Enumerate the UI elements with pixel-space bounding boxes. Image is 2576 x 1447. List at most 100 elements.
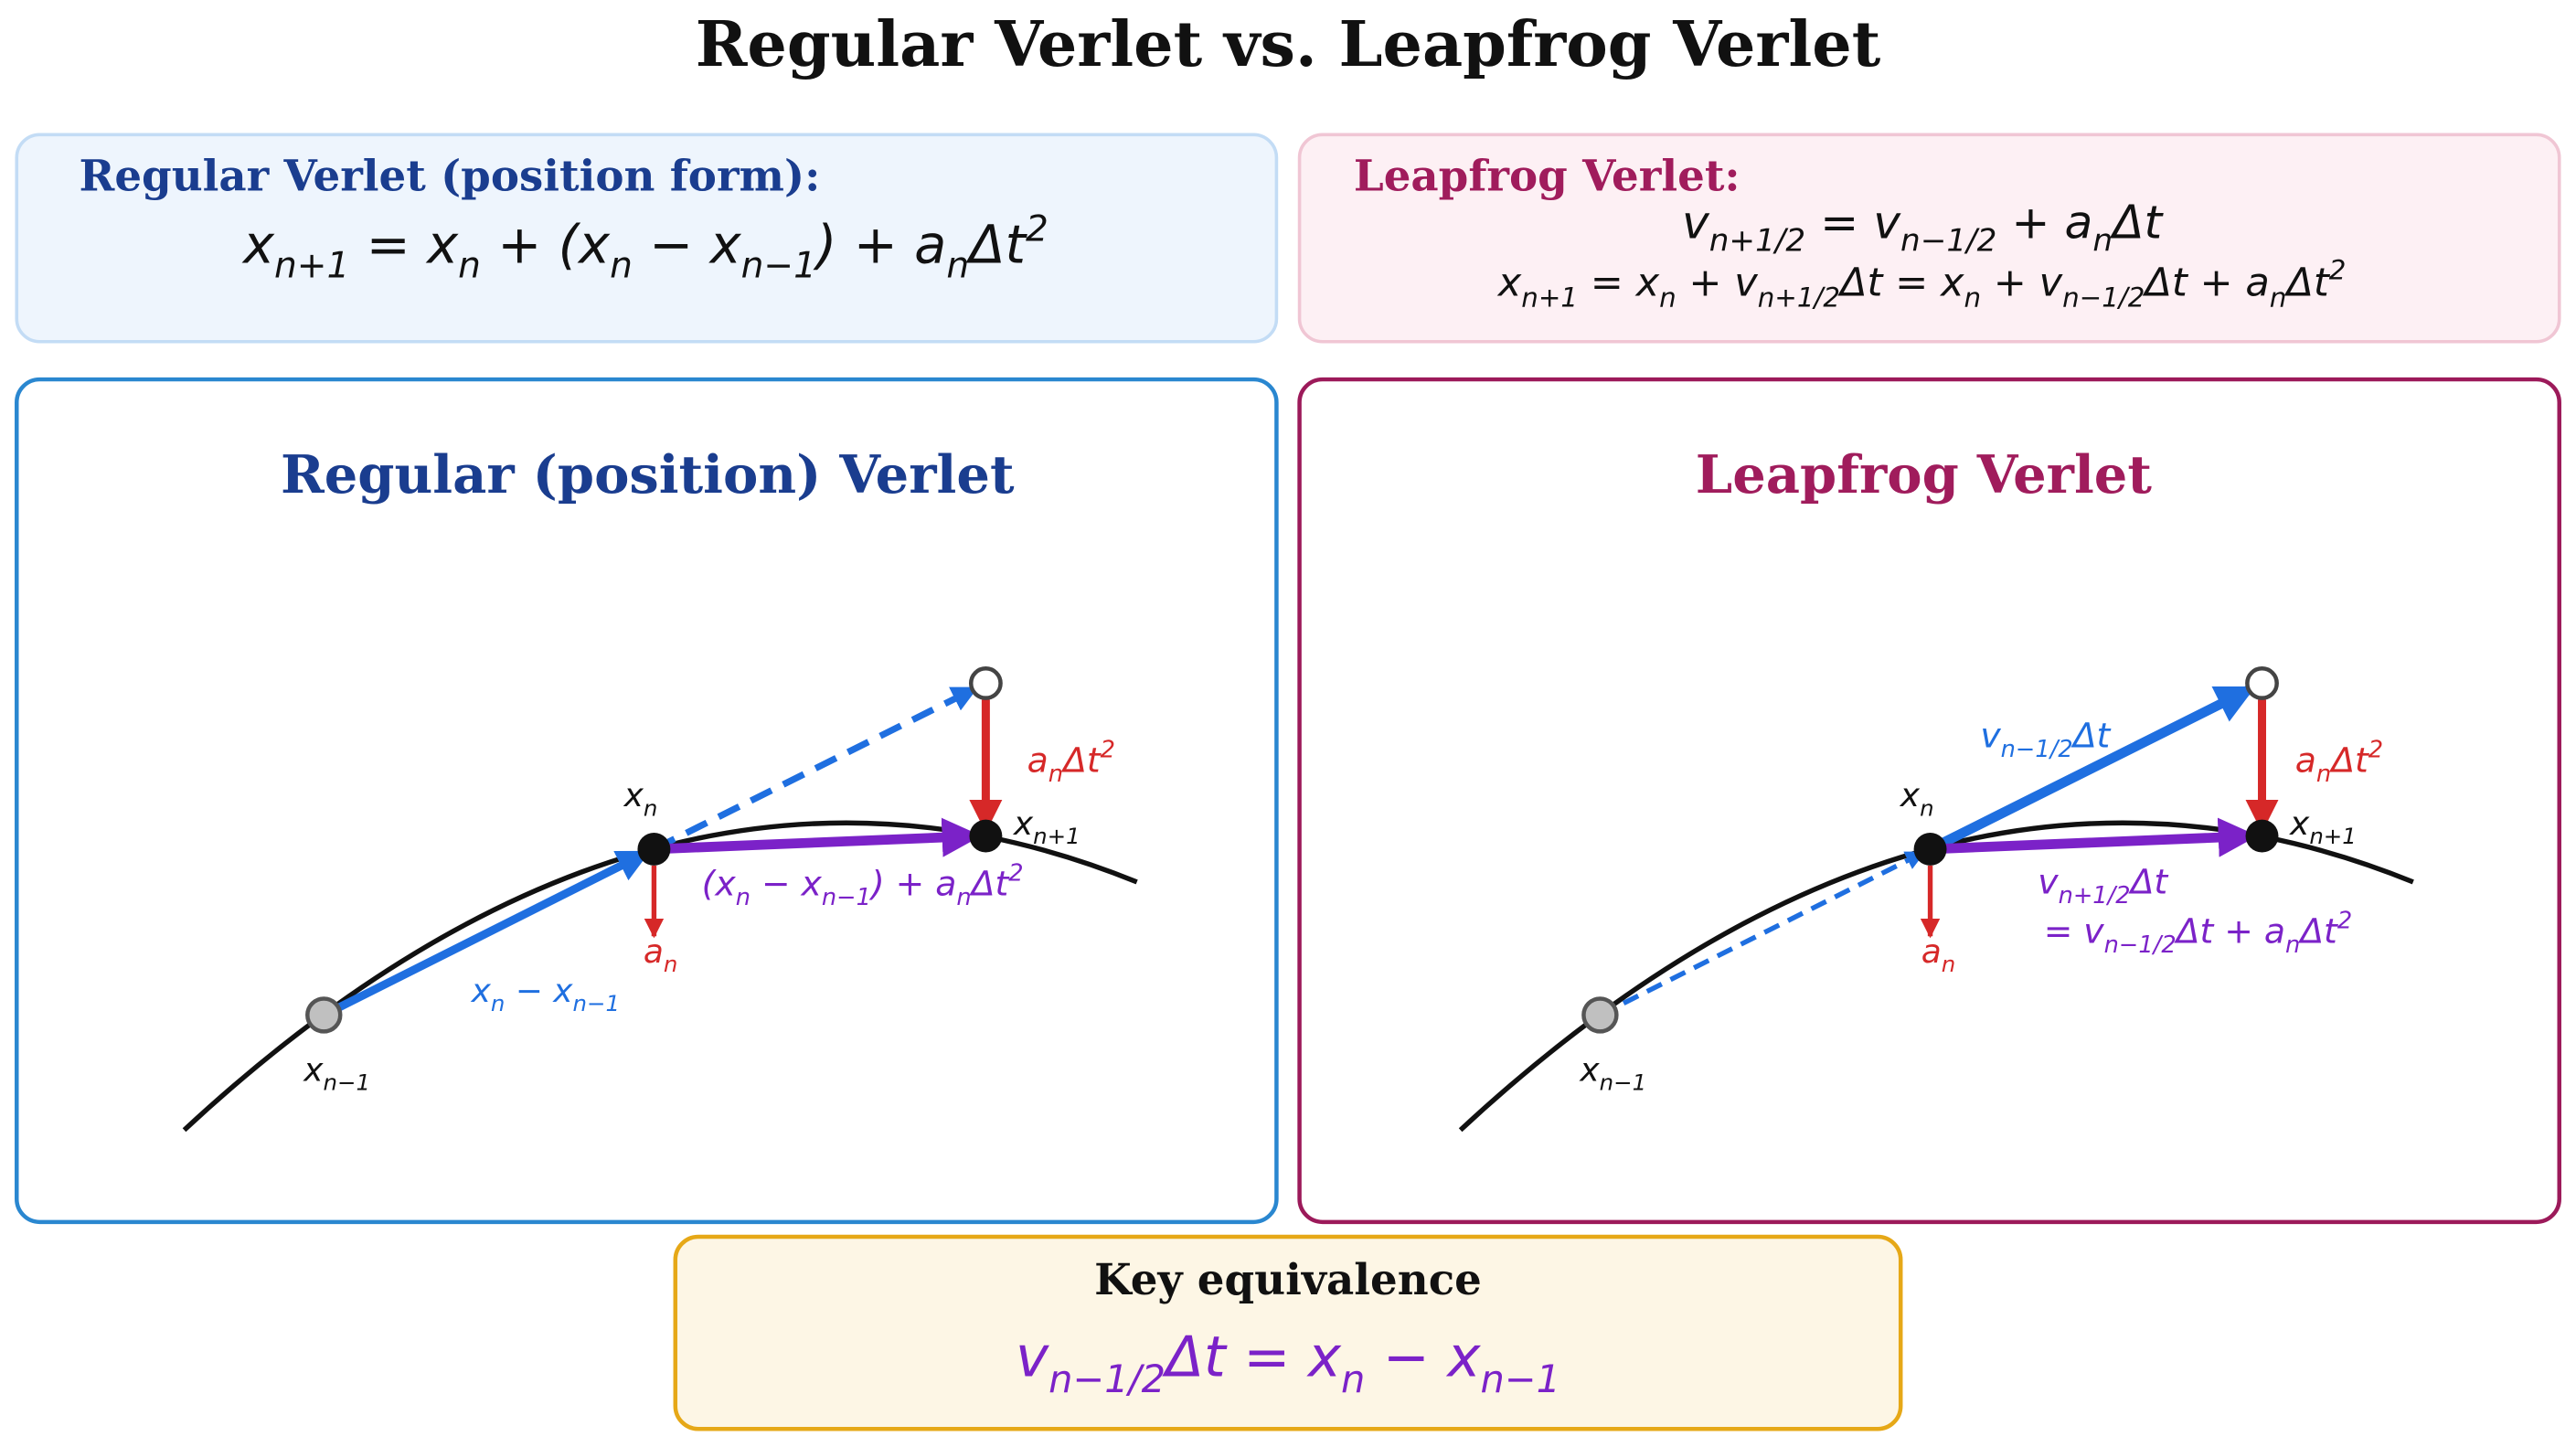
- math-part: Δt: [2297, 910, 2338, 951]
- math-part: a: [2264, 910, 2285, 951]
- math-part: n: [1341, 1357, 1365, 1401]
- math-part: x: [241, 214, 275, 275]
- point: [2245, 666, 2279, 700]
- math-part: n: [664, 951, 677, 977]
- key-heading: Key equivalence: [1094, 1255, 1482, 1305]
- math-part: 2: [2329, 254, 2347, 285]
- math-text: vn−1/2Δt = xn − xn−1: [1016, 1325, 1560, 1401]
- regular-sketch: [182, 666, 1138, 1133]
- math-part: n: [644, 794, 657, 821]
- math-part: n−1/2: [1048, 1357, 1166, 1401]
- math-part: Δt: [965, 214, 1027, 275]
- math-part: a: [935, 863, 956, 903]
- point: [2245, 819, 2279, 853]
- math-text: xn+1: [2289, 805, 2357, 849]
- math-part: v: [1734, 260, 1759, 305]
- math-part: n: [2270, 282, 2287, 314]
- math-part: −: [1365, 1325, 1447, 1390]
- leapfrog-sketch: [1458, 666, 2414, 1133]
- math-part: v: [2038, 861, 2059, 901]
- math-part: v: [1980, 716, 2001, 756]
- math-part: a: [1921, 933, 1942, 971]
- math-part: 2: [1008, 859, 1023, 887]
- math-text: xn−1: [303, 1051, 370, 1095]
- math-part: −: [505, 973, 553, 1010]
- math-part: n−1: [1480, 1357, 1560, 1401]
- math-part: Δt: [2109, 196, 2164, 250]
- math-part: n−1: [741, 246, 816, 287]
- math-part: n+1: [274, 246, 349, 287]
- arrow: [654, 817, 982, 857]
- formula-box: [1297, 133, 2561, 344]
- math-part: x: [714, 863, 736, 903]
- math-text: xn−1: [1579, 1051, 1646, 1095]
- math-part: n: [1942, 951, 1955, 977]
- math-part: x: [623, 777, 644, 814]
- math-part: + (: [481, 214, 581, 275]
- math-part: n−1: [822, 884, 871, 911]
- math-part: a: [914, 214, 946, 275]
- math-part: n−1: [324, 1069, 370, 1095]
- point: [305, 996, 343, 1034]
- math-part: a: [2245, 260, 2269, 305]
- math-part: +: [1996, 196, 2064, 250]
- panel-title: Leapfrog Verlet: [1696, 443, 2153, 505]
- arrow: [1928, 684, 2256, 854]
- math-part: Δt: [2070, 716, 2112, 756]
- formula-box: [15, 133, 1279, 344]
- math-part: Δt: [2328, 740, 2369, 781]
- math-part: −: [750, 863, 802, 903]
- math-part: n+1/2: [1709, 223, 1805, 260]
- math-part: n−1: [573, 990, 620, 1016]
- math-part: n: [491, 990, 505, 1016]
- math-part: x: [1939, 260, 1964, 305]
- math-part: n: [610, 246, 633, 287]
- math-part: n: [1048, 761, 1063, 788]
- math-text: xn − xn−1: [471, 973, 620, 1016]
- math-part: x: [1634, 260, 1660, 305]
- math-part: Δt: [1060, 740, 1102, 781]
- math-part: x: [471, 973, 492, 1010]
- math-text: vn+1/2 = vn−1/2 + anΔt: [1682, 196, 2164, 260]
- math-part: v: [2083, 910, 2104, 951]
- math-part: Δt: [969, 863, 1010, 903]
- math-part: n: [458, 246, 481, 287]
- math-part: n+1: [1033, 823, 1080, 849]
- math-part: n+1/2: [1758, 282, 1840, 314]
- math-part: (: [702, 863, 718, 903]
- math-part: n: [956, 884, 971, 911]
- math-part: n−1/2: [2104, 931, 2177, 959]
- math-part: =: [1805, 196, 1873, 250]
- arrow: [652, 685, 979, 853]
- point: [1913, 832, 1947, 866]
- math-part: ) +: [813, 214, 914, 275]
- point: [968, 666, 1003, 700]
- box-heading: Regular Verlet (position form):: [80, 151, 821, 201]
- math-part: n: [736, 884, 750, 911]
- math-part: n−1: [1600, 1069, 1646, 1095]
- math-part: Δt: [2283, 260, 2330, 305]
- math-text: vn+1/2Δt: [2038, 861, 2168, 910]
- math-part: x: [801, 863, 823, 903]
- arrow: [1599, 850, 1926, 1017]
- math-part: n: [1659, 282, 1677, 314]
- math-part: 2: [2337, 908, 2352, 935]
- math-part: x: [1013, 805, 1034, 843]
- math-part: +: [1981, 260, 2039, 305]
- point: [637, 832, 671, 866]
- math-part: n+1/2: [2059, 882, 2131, 910]
- math-part: v: [2039, 260, 2064, 305]
- math-part: =: [349, 214, 427, 275]
- math-part: n: [2316, 761, 2331, 788]
- math-part: Δt =: [1162, 1325, 1308, 1390]
- math-part: n: [2285, 931, 2300, 959]
- math-part: =: [1578, 260, 1636, 305]
- arrow: [1930, 817, 2258, 857]
- math-part: x: [552, 973, 573, 1010]
- math-part: x: [1445, 1325, 1481, 1390]
- math-part: x: [2289, 805, 2310, 843]
- math-part: a: [644, 933, 664, 971]
- math-part: Δt +: [2142, 260, 2245, 305]
